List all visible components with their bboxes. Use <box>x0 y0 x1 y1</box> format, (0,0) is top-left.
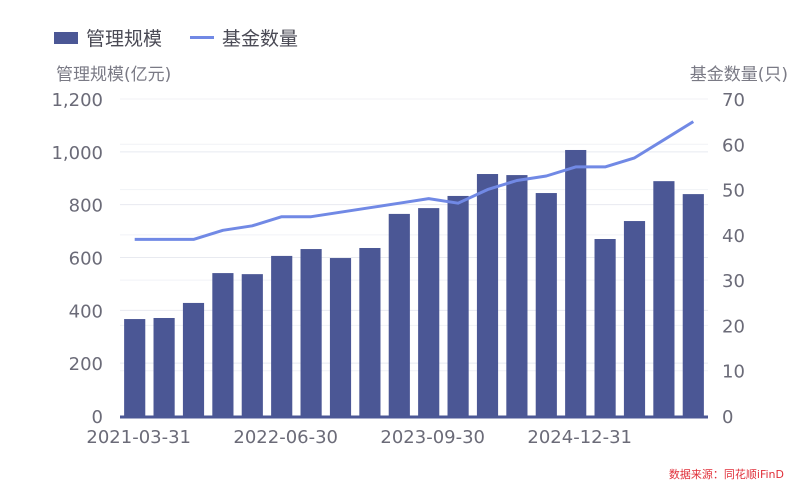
right-tick-label: 0 <box>722 407 733 428</box>
bar[interactable] <box>418 208 440 416</box>
bar[interactable] <box>506 175 528 416</box>
legend-label: 基金数量 <box>222 28 299 50</box>
x-tick-label: 2023-09-30 <box>380 427 485 448</box>
bar[interactable] <box>476 174 499 416</box>
bar[interactable] <box>623 221 646 416</box>
legend-item-scale[interactable]: 管理规模 <box>54 24 162 51</box>
x-tick-label: 2021-03-31 <box>86 427 191 448</box>
right-tick-label: 50 <box>722 181 745 202</box>
left-tick-label: 800 <box>69 196 103 217</box>
bar[interactable] <box>182 302 205 416</box>
bar[interactable] <box>535 193 557 416</box>
bar[interactable] <box>565 149 587 416</box>
bar[interactable] <box>300 249 322 416</box>
left-tick-label: 1,000 <box>51 143 103 164</box>
bar-swatch-icon <box>54 31 78 44</box>
legend-label: 管理规模 <box>86 28 163 50</box>
right-axis-title: 基金数量(只) <box>689 65 788 85</box>
right-tick-label: 60 <box>722 135 745 156</box>
bar[interactable] <box>653 181 675 416</box>
right-tick-label: 10 <box>722 362 745 383</box>
right-tick-label: 30 <box>722 271 745 292</box>
right-tick-label: 40 <box>722 226 745 247</box>
bar[interactable] <box>682 194 704 416</box>
left-tick-label: 400 <box>69 301 103 322</box>
chart-legend: 管理规模 基金数量 <box>54 24 326 51</box>
bar[interactable] <box>388 213 410 416</box>
bar[interactable] <box>241 274 263 416</box>
bar[interactable] <box>329 258 352 416</box>
legend-item-count[interactable]: 基金数量 <box>190 24 298 51</box>
x-tick-label: 2022-06-30 <box>233 427 338 448</box>
x-tick-label: 2024-12-31 <box>527 427 632 448</box>
bar[interactable] <box>124 319 146 416</box>
left-axis-title: 管理规模(亿元) <box>56 65 172 85</box>
bar[interactable] <box>271 255 293 416</box>
bar[interactable] <box>359 247 381 416</box>
left-tick-label: 600 <box>69 249 103 270</box>
left-tick-label: 1,200 <box>51 90 103 111</box>
bar[interactable] <box>594 239 616 416</box>
bar[interactable] <box>212 273 234 416</box>
fund-count-line[interactable] <box>134 120 695 241</box>
bar[interactable] <box>447 195 469 416</box>
left-tick-label: 200 <box>69 354 103 375</box>
right-tick-label: 20 <box>722 316 745 337</box>
left-tick-label: 0 <box>92 407 103 428</box>
bar[interactable] <box>153 317 175 416</box>
right-tick-label: 70 <box>722 90 745 111</box>
line-swatch-icon <box>190 36 215 39</box>
data-source: 数据来源：同花顺iFinD <box>668 468 784 481</box>
